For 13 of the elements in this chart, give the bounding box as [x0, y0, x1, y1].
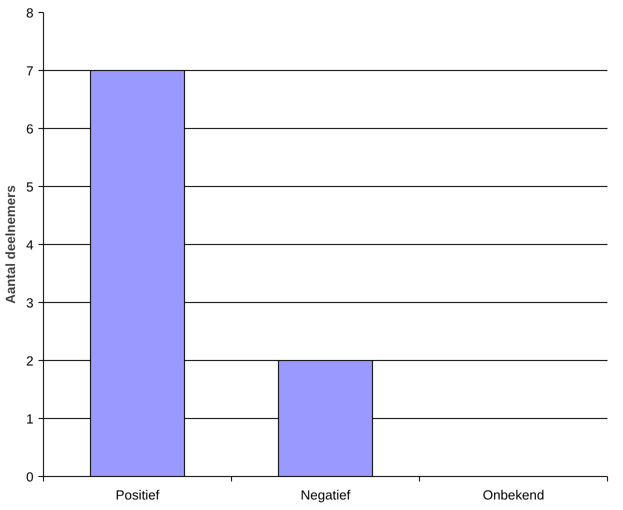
y-tick-label: 6: [26, 122, 34, 136]
x-tick-label: Positief: [116, 488, 160, 502]
y-tick-label: 5: [26, 180, 34, 194]
x-tick-label: Onbekend: [482, 488, 544, 502]
y-tick-label: 8: [26, 6, 34, 20]
y-tick-label: 1: [26, 412, 34, 426]
y-tick-label: 0: [26, 470, 34, 484]
y-tick-label: 7: [26, 64, 34, 78]
y-tick-label: 4: [26, 238, 34, 252]
x-tick-label: Negatief: [300, 488, 351, 502]
y-tick-label: 3: [26, 296, 34, 310]
y-tick-label: 2: [26, 354, 34, 368]
y-axis-title: Aantal deelnemers: [3, 185, 18, 304]
